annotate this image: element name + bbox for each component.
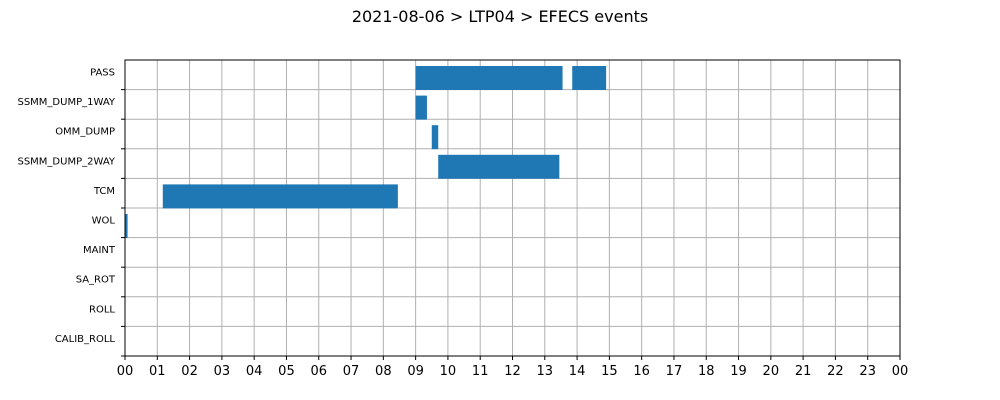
event-bar-pass <box>572 66 607 90</box>
y-tick-label: ROLL <box>89 304 115 315</box>
event-bar-wol <box>125 214 128 238</box>
x-tick-label: 10 <box>440 364 457 379</box>
x-tick-label: 22 <box>827 364 844 379</box>
event-bar-tcm <box>162 184 398 209</box>
y-tick-label: SSMM_DUMP_1WAY <box>17 97 115 108</box>
x-tick-label: 18 <box>698 364 715 379</box>
event-bar-pass <box>415 66 563 90</box>
event-bar-ssmm-dump-1way <box>415 95 427 120</box>
y-tick-label: MAINT <box>83 245 116 256</box>
x-tick-label: 12 <box>504 364 521 379</box>
x-tick-label: 15 <box>601 364 618 379</box>
x-tick-label: 00 <box>117 364 134 379</box>
event-bar-omm-dump <box>431 125 439 150</box>
y-axis: PASS SSMM_DUMP_1WAY OMM_DUMP SSMM_DUMP_2WAY… <box>17 68 125 357</box>
event-bar-ssmm-dump-2way <box>438 154 560 179</box>
x-tick-label: 00 <box>892 364 909 379</box>
chart-title: 2021-08-06 > LTP04 > EFECS events <box>352 7 648 26</box>
x-tick-label: 04 <box>246 364 263 379</box>
x-tick-label: 08 <box>375 364 392 379</box>
x-tick-label: 17 <box>666 364 683 379</box>
x-axis: 00 01 02 03 04 05 06 07 08 09 10 11 12 13 14 15 16 17 18 19… <box>117 356 909 379</box>
x-tick-label: 03 <box>214 364 231 379</box>
x-tick-label: 05 <box>278 364 295 379</box>
x-tick-label: 16 <box>633 364 650 379</box>
x-tick-label: 01 <box>149 364 166 379</box>
y-tick-label: OMM_DUMP <box>55 127 115 138</box>
x-tick-label: 13 <box>537 364 554 379</box>
x-tick-label: 11 <box>472 364 489 379</box>
x-tick-label: 21 <box>795 364 812 379</box>
y-tick-label: TCM <box>93 186 115 197</box>
x-tick-label: 07 <box>343 364 360 379</box>
x-tick-label: 06 <box>310 364 327 379</box>
x-tick-label: 09 <box>407 364 424 379</box>
y-tick-label: SA_ROT <box>76 275 116 286</box>
y-tick-label: CALIB_ROLL <box>55 334 116 345</box>
event-bars <box>125 66 607 238</box>
x-tick-label: 02 <box>181 364 198 379</box>
x-tick-label: 14 <box>569 364 586 379</box>
x-tick-label: 19 <box>730 364 747 379</box>
x-tick-label: 23 <box>859 364 876 379</box>
y-tick-label: PASS <box>90 68 115 79</box>
x-tick-label: 20 <box>763 364 780 379</box>
y-tick-label: WOL <box>92 216 116 227</box>
y-tick-label: SSMM_DUMP_2WAY <box>17 156 115 167</box>
